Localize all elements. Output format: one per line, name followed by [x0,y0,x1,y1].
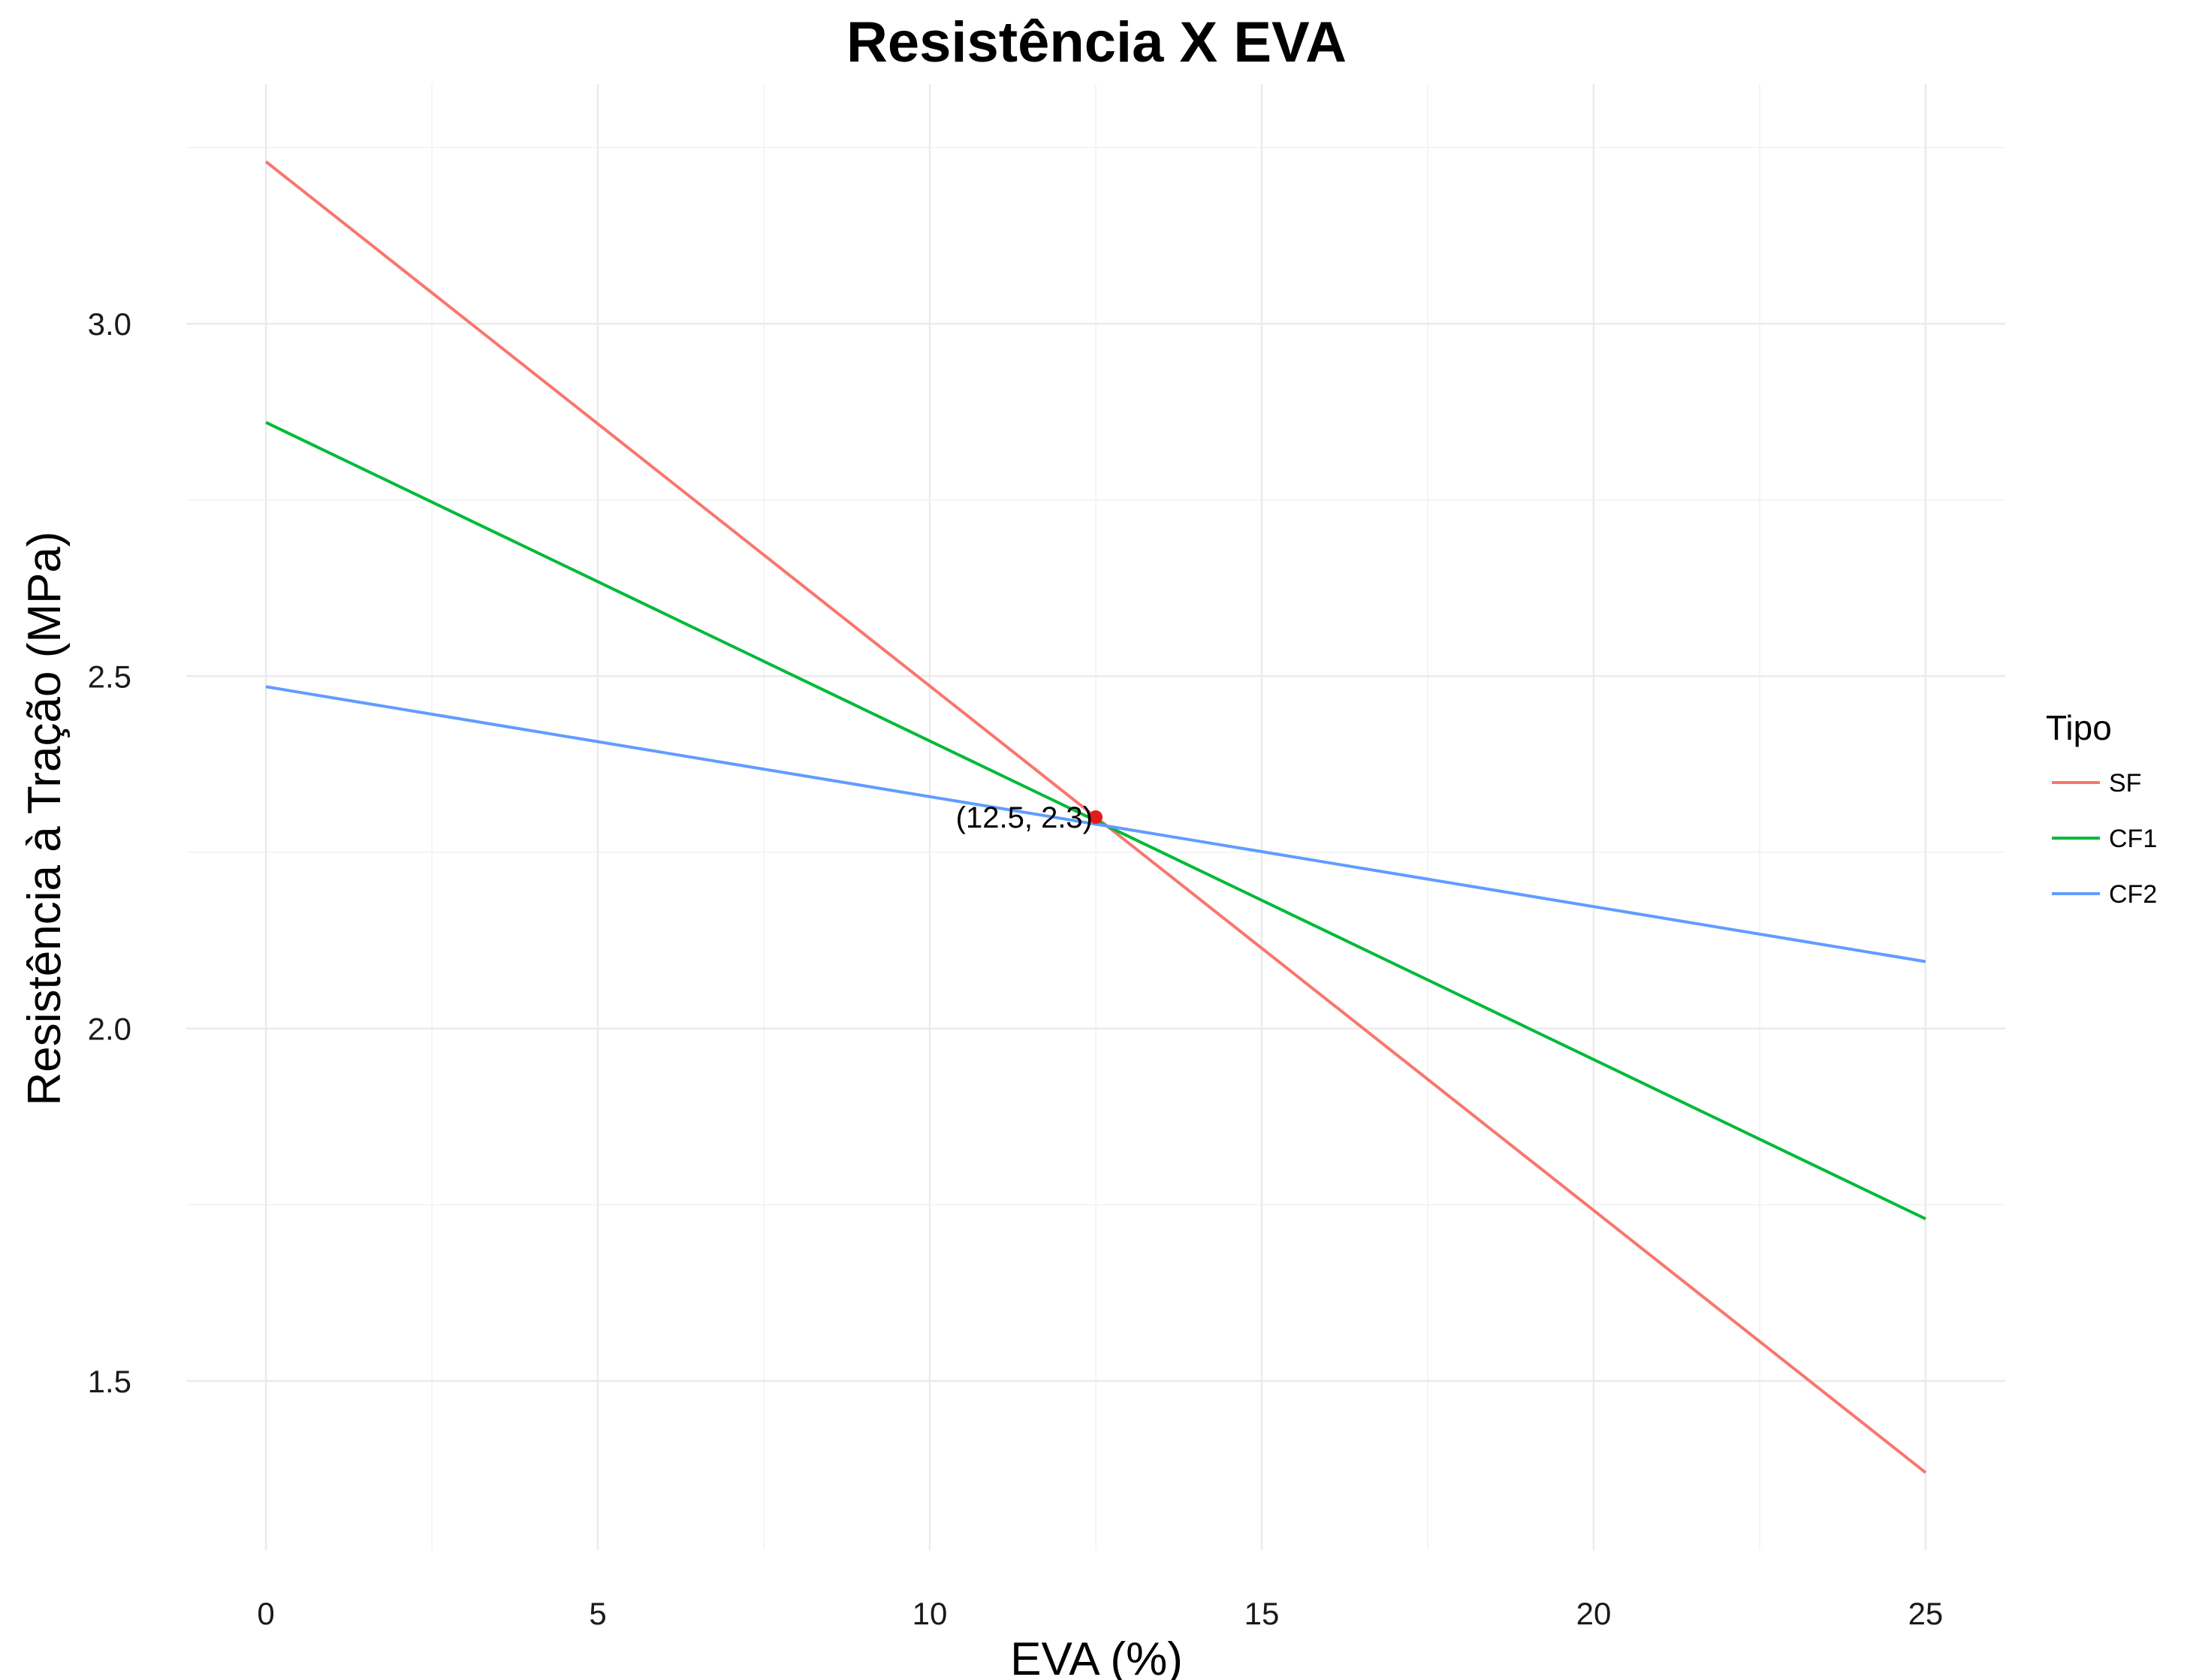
intersection-label: (12.5, 2.3) [956,801,1093,834]
minor-gridlines [186,84,2005,1550]
x-tick-label: 25 [1908,1596,1944,1631]
series-line-cf2 [265,685,1926,964]
y-tick-label: 3.0 [88,306,131,342]
chart-title: Resistência X EVA [846,11,1347,74]
x-tick-label: 0 [257,1596,274,1631]
x-tick-label: 5 [589,1596,606,1631]
y-tick-label: 2.0 [88,1012,131,1047]
major-gridlines [186,84,2005,1550]
y-tick-label: 2.5 [88,659,131,694]
y-tick-labels: 1.5 2.0 2.5 3.0 [88,306,131,1399]
legend: Tipo SF CF1 CF2 [2046,708,2157,909]
x-tick-label: 20 [1576,1596,1612,1631]
legend-label-cf2: CF2 [2109,880,2157,909]
intersection-point [1089,810,1103,824]
y-tick-label: 1.5 [88,1364,131,1399]
annotation-layer: (12.5, 2.3) [956,801,1103,834]
legend-label-cf1: CF1 [2109,825,2157,853]
y-axis-title: Resistência à Tração (MPa) [19,532,71,1106]
x-tick-label: 10 [912,1596,948,1631]
legend-title: Tipo [2046,708,2112,747]
x-tick-labels: 0 5 10 15 20 25 [257,1596,1943,1631]
x-tick-label: 15 [1244,1596,1280,1631]
x-axis-title: EVA (%) [1010,1633,1183,1680]
legend-label-sf: SF [2109,769,2141,798]
